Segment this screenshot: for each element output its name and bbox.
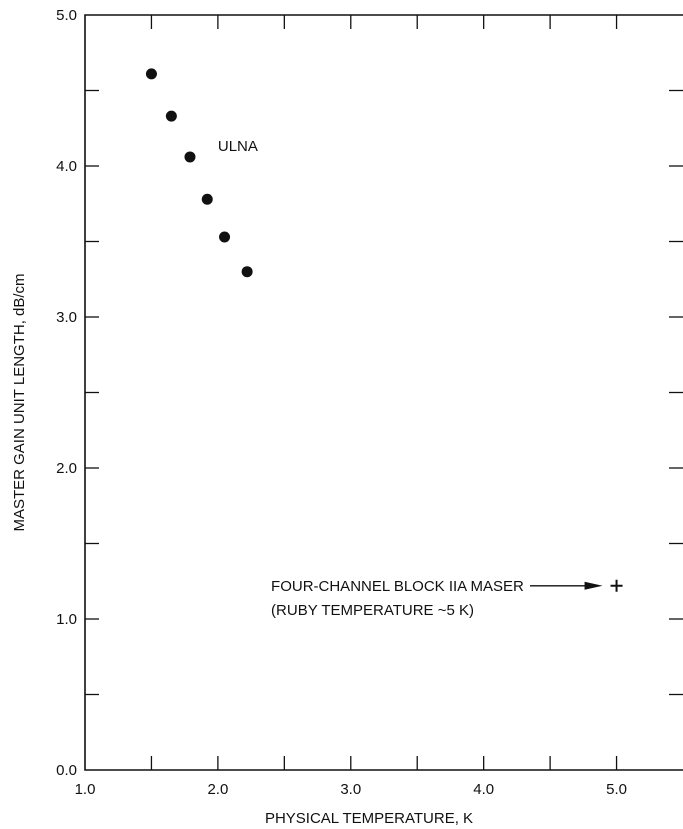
- data-points: [145, 68, 623, 592]
- ruby-temperature-note: (RUBY TEMPERATURE ~5 K): [271, 602, 474, 619]
- plot-border: [84, 14, 683, 771]
- ulna-point: [165, 110, 177, 122]
- y-tick-label: 2.0: [56, 460, 77, 477]
- x-tick-label: 2.0: [207, 781, 228, 798]
- ulna-point: [184, 151, 196, 163]
- x-tick-label: 1.0: [75, 781, 96, 798]
- y-tick-label: 4.0: [56, 158, 77, 175]
- maser-point-plus: [610, 579, 623, 592]
- annotations: ULNA FOUR-CHANNEL BLOCK IIA MASER (RUBY TE…: [218, 138, 603, 619]
- y-tick-label: 1.0: [56, 611, 77, 628]
- y-axis-label: MASTER GAIN UNIT LENGTH, dB/cm: [11, 273, 28, 531]
- axis-ticks: [85, 15, 683, 770]
- x-tick-labels: 1.0 2.0 3.0 4.0 5.0: [75, 781, 627, 798]
- x-axis-label: PHYSICAL TEMPERATURE, K: [265, 810, 473, 827]
- x-tick-label: 5.0: [606, 781, 627, 798]
- y-tick-label: 5.0: [56, 7, 77, 24]
- ulna-point: [241, 266, 253, 278]
- y-tick-labels: 0.0 1.0 2.0 3.0 4.0 5.0: [56, 7, 77, 779]
- plot-frame: [84, 14, 683, 771]
- x-tick-label: 3.0: [340, 781, 361, 798]
- maser-arrow-head: [584, 581, 603, 590]
- y-tick-label: 0.0: [56, 762, 77, 779]
- maser-label: FOUR-CHANNEL BLOCK IIA MASER: [271, 578, 524, 595]
- ulna-point: [219, 231, 231, 243]
- ulna-label: ULNA: [218, 138, 258, 155]
- ulna-point: [145, 68, 157, 80]
- y-tick-label: 3.0: [56, 309, 77, 326]
- ulna-point: [201, 193, 213, 205]
- x-tick-label: 4.0: [473, 781, 494, 798]
